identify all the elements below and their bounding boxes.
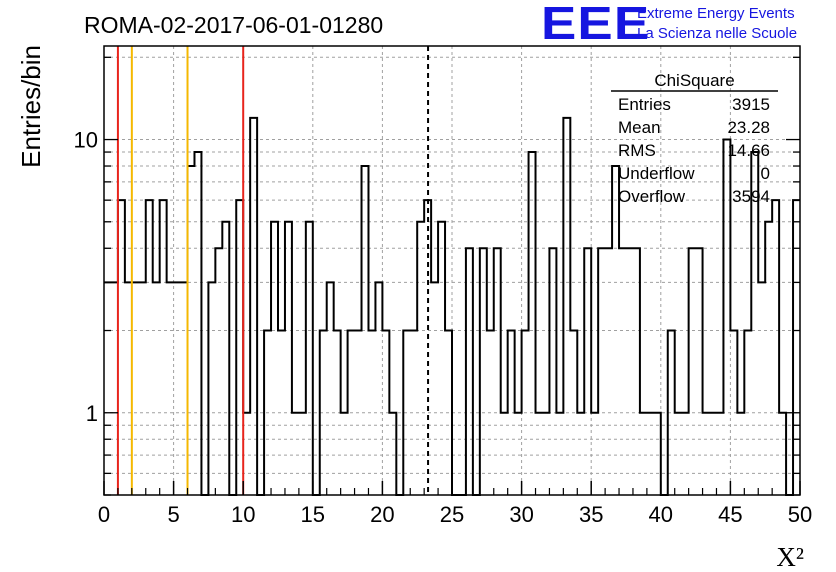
histogram-bin xyxy=(104,282,111,495)
histogram-bin xyxy=(626,248,633,495)
histogram-bin xyxy=(146,200,153,495)
histogram-bin xyxy=(111,282,118,495)
stats-row-value: 23.28 xyxy=(727,118,770,137)
marker-lines xyxy=(116,46,430,495)
histogram-bin xyxy=(765,222,772,495)
x-tick-label: 20 xyxy=(370,502,394,527)
stats-row-label: Underflow xyxy=(618,164,695,183)
histogram-bin xyxy=(431,282,438,495)
stats-row-label: Overflow xyxy=(618,187,686,206)
histogram-bin xyxy=(696,248,703,495)
chart-title: ROMA-02-2017-06-01-01280 xyxy=(84,12,383,38)
histogram-bin xyxy=(375,282,382,495)
histogram-bin xyxy=(215,248,222,495)
histogram-bin xyxy=(772,200,779,495)
histogram-bin xyxy=(466,248,473,495)
histogram-bin xyxy=(438,222,445,495)
x-axis-label: X² xyxy=(776,542,804,572)
stats-box-title: ChiSquare xyxy=(654,71,734,90)
stats-box: ChiSquare Entries 3915 Mean 23.28 RMS 14.66 Und… xyxy=(611,71,778,206)
histogram-bin xyxy=(306,222,313,495)
histogram-bin xyxy=(153,282,160,495)
stats-row-label: RMS xyxy=(618,141,656,160)
x-tick-label: 40 xyxy=(649,502,673,527)
stats-row-value: 3594 xyxy=(732,187,770,206)
histogram-bin xyxy=(236,200,243,495)
stats-row-value: 14.66 xyxy=(727,141,770,160)
histogram-bin xyxy=(167,282,174,495)
histogram-bin xyxy=(327,282,334,495)
y-tick-label: 10 xyxy=(74,128,98,153)
histogram-bin xyxy=(132,282,139,495)
stats-row-value: 0 xyxy=(761,164,770,183)
x-tick-label: 10 xyxy=(231,502,255,527)
histogram-bin xyxy=(793,200,800,495)
x-tick-label: 30 xyxy=(509,502,533,527)
histogram-bin xyxy=(494,248,501,495)
histogram-bin xyxy=(139,282,146,495)
eee-logo-mark: EEE xyxy=(541,0,651,49)
histogram-bin xyxy=(529,152,536,495)
x-tick-label: 25 xyxy=(440,502,464,527)
histogram-bin xyxy=(208,282,215,495)
logo-line-1: Extreme Energy Events xyxy=(637,5,795,22)
histogram-bin xyxy=(563,118,570,495)
histogram-bin xyxy=(271,222,278,495)
histogram-bin xyxy=(174,282,181,495)
histogram-bin xyxy=(118,200,125,495)
stats-row-value: 3915 xyxy=(732,95,770,114)
histogram-bin xyxy=(194,152,201,495)
histogram-bin xyxy=(181,282,188,495)
x-tick-label: 0 xyxy=(98,502,110,527)
stats-row-label: Entries xyxy=(618,95,671,114)
histogram-bin xyxy=(285,222,292,495)
histogram-bin xyxy=(417,222,424,495)
histogram-bin xyxy=(689,248,696,495)
histogram-bin xyxy=(598,248,605,495)
x-tick-label: 35 xyxy=(579,502,603,527)
histogram-bin xyxy=(160,200,167,495)
y-tick-label: 1 xyxy=(86,401,98,426)
x-tick-label: 15 xyxy=(301,502,325,527)
y-axis-label: Entries/bin xyxy=(16,45,46,168)
histogram-bin xyxy=(723,140,730,495)
axes: 0 5 10 15 20 25 30 35 40 45 50 1 10 xyxy=(74,56,812,527)
histogram-bin xyxy=(633,248,640,495)
histogram-bin xyxy=(584,248,591,495)
x-tick-label: 45 xyxy=(718,502,742,527)
histogram-bin xyxy=(619,248,626,495)
histogram-outline xyxy=(104,116,800,496)
logo-line-2: La Scienza nelle Scuole xyxy=(637,25,798,42)
histogram-bin xyxy=(758,282,765,495)
x-tick-label: 5 xyxy=(167,502,179,527)
eee-logo: EEE Extreme Energy Events La Scienza nel… xyxy=(541,0,833,49)
x-tick-label: 50 xyxy=(788,502,812,527)
histogram-bin xyxy=(250,118,257,495)
histogram-bin xyxy=(480,248,487,495)
histogram-bin xyxy=(125,282,132,495)
stats-row-label: Mean xyxy=(618,118,661,137)
histogram-marks xyxy=(104,116,800,496)
histogram-bin xyxy=(605,248,612,495)
histogram-bin xyxy=(222,222,229,495)
histogram-bin xyxy=(549,248,556,495)
